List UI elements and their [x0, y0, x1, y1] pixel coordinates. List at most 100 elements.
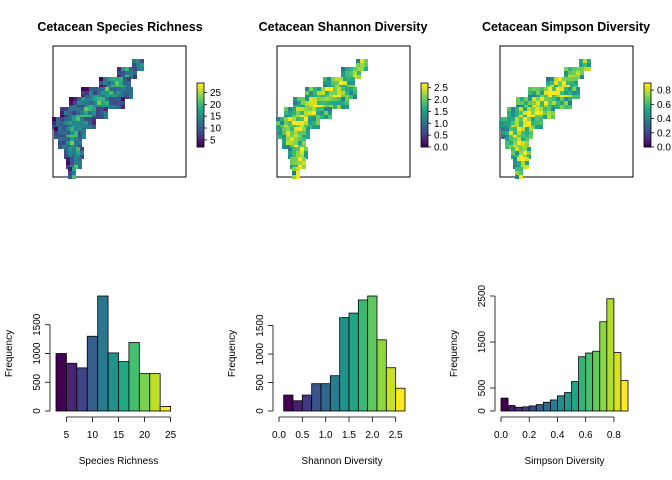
map-cell [341, 87, 345, 91]
map-cell [296, 167, 300, 171]
map-cell [125, 95, 129, 99]
map-cell [556, 87, 560, 91]
map-cell [527, 147, 531, 151]
map-cell [298, 131, 302, 135]
map-cell [85, 91, 89, 95]
map-cell [548, 87, 552, 91]
map-cell [93, 97, 97, 101]
histogram-bar [367, 295, 378, 412]
map-cell [532, 91, 536, 95]
map-cell [109, 105, 113, 109]
map-cell [320, 107, 324, 111]
map-cell [329, 101, 333, 105]
map-cell [308, 107, 312, 111]
histogram-bar [507, 405, 516, 412]
x-axis-label: Simpson Diversity [524, 456, 604, 467]
legend-color-step [421, 115, 428, 118]
map-cell [81, 101, 85, 105]
map-cell [97, 97, 101, 101]
map-cell [100, 107, 104, 111]
map-cell [329, 87, 333, 91]
map-cell [528, 101, 532, 105]
map-cell [290, 127, 294, 131]
map-cell [312, 117, 316, 121]
map-cell [544, 101, 548, 105]
map-cell [552, 87, 556, 91]
legend-frame [643, 82, 652, 148]
map-cell [556, 97, 560, 101]
legend-color-step [197, 139, 204, 142]
y-tick-label: 1500 [255, 314, 266, 337]
legend-color-step [421, 144, 428, 148]
histogram-bar [613, 352, 622, 412]
map-cell [296, 175, 300, 179]
map-cell [529, 131, 533, 135]
legend-color-step [421, 109, 428, 113]
map-cell [317, 97, 321, 101]
map-cell [337, 91, 341, 95]
map-cell [556, 101, 560, 105]
map-cell [360, 63, 364, 67]
map-cell [302, 127, 306, 131]
histogram-bar [620, 380, 629, 412]
map-cell [511, 117, 515, 121]
y-axis: 0 500 1000 1500 [32, 313, 51, 414]
map-cell [72, 167, 76, 171]
map-cell [507, 117, 511, 121]
map-cell [129, 95, 133, 99]
map-cell [546, 77, 550, 81]
map-cell [345, 87, 349, 91]
map-cell [76, 111, 80, 115]
histogram-bar [292, 400, 303, 412]
map-title: Cetacean Species Richness [37, 20, 202, 34]
map-cell [520, 101, 524, 105]
map-cell [349, 71, 353, 75]
histogram-bar [149, 373, 161, 412]
map-cell [515, 175, 519, 179]
map-cell [519, 167, 523, 171]
histogram-bar [283, 394, 294, 412]
map-cell [517, 157, 521, 161]
map-cell [74, 127, 78, 131]
legend-color-step [197, 112, 204, 116]
map-cell [292, 175, 296, 179]
map-cell [284, 107, 288, 111]
legend-color-step [644, 144, 651, 148]
legend-color-step [644, 101, 651, 105]
map-cell [543, 111, 547, 115]
map-cell [528, 91, 532, 95]
map-cell [532, 87, 536, 91]
map-cell [343, 81, 347, 85]
legend-color-step [644, 91, 651, 94]
map-frame [52, 45, 187, 178]
map-cell [339, 77, 343, 81]
map-cell [572, 87, 576, 91]
map-cell [123, 81, 127, 85]
histogram-bar [542, 401, 551, 412]
map-cell [305, 91, 309, 95]
map-cell [92, 121, 96, 125]
x-tick-label: 0.5 [295, 430, 309, 441]
map-cell [316, 117, 320, 121]
map-cell [70, 137, 74, 141]
map-cell [312, 121, 316, 125]
map-cell [568, 87, 572, 91]
legend-color-step [197, 101, 204, 105]
map-cell [304, 107, 308, 111]
map-cell [543, 115, 547, 119]
map-cell [69, 101, 73, 105]
map-cell [564, 91, 568, 95]
map-cell [532, 97, 536, 101]
histogram-bar [357, 299, 369, 412]
map-cell [84, 117, 88, 121]
map-cell [80, 107, 84, 111]
map-cell [111, 77, 115, 81]
map-cell [323, 77, 327, 81]
map-cell [525, 131, 529, 135]
legend-color-step [644, 115, 651, 118]
map-cell [305, 87, 309, 91]
map-cell [527, 111, 531, 115]
histogram-bar [585, 352, 594, 412]
map-cell [78, 137, 82, 141]
